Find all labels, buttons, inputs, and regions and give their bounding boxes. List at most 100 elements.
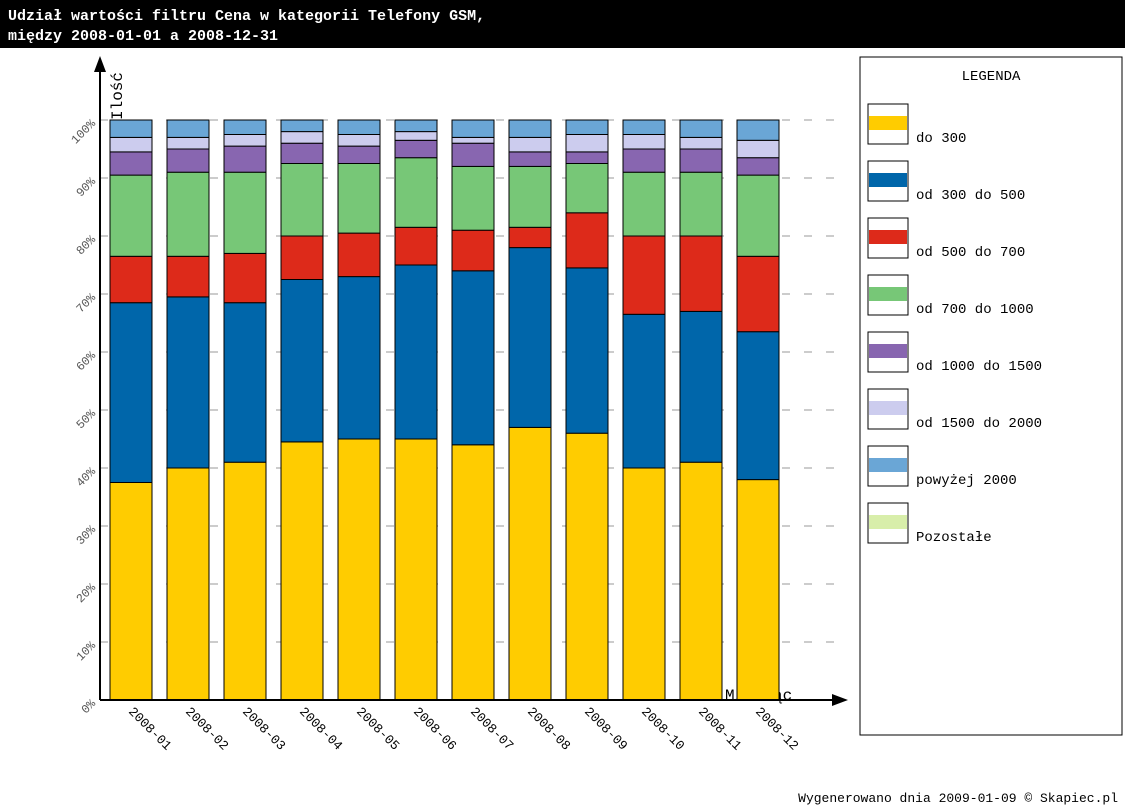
bar-segment	[679, 310, 723, 463]
bar-segment	[280, 119, 324, 133]
bar-segment	[109, 151, 153, 176]
bar-segment	[223, 119, 267, 135]
y-axis-arrow	[94, 56, 106, 72]
legend-label: Pozostałe	[916, 530, 992, 546]
x-tick-label: 2008-02	[182, 704, 231, 753]
x-tick-label: 2008-12	[752, 704, 801, 753]
bar-segment	[223, 171, 267, 254]
bar-segment	[166, 148, 210, 173]
legend-swatch-color	[869, 116, 907, 130]
bar-segment	[736, 479, 780, 701]
bar-segment	[508, 247, 552, 428]
bar-segment	[223, 461, 267, 701]
bar-segment	[736, 331, 780, 481]
bar-segment	[679, 148, 723, 173]
legend-label: od 300 do 500	[916, 188, 1025, 204]
y-tick-label: 40%	[74, 464, 100, 490]
bar-segment	[109, 482, 153, 701]
bar-segment	[451, 136, 495, 144]
x-axis-arrow	[832, 694, 848, 706]
bar-segment	[394, 157, 438, 228]
bar-segment	[451, 142, 495, 167]
y-tick-label: 60%	[74, 348, 100, 374]
bar-segment	[223, 145, 267, 173]
bar-segment	[565, 432, 609, 701]
bar-segment	[109, 302, 153, 484]
y-tick-label: 20%	[74, 580, 100, 606]
bar-segment	[508, 426, 552, 701]
bar-segment	[565, 119, 609, 135]
chart-title: między 2008-01-01 a 2008-12-31	[8, 28, 278, 45]
bar-segment	[565, 267, 609, 434]
bar-segment	[565, 163, 609, 214]
legend-title: LEGENDA	[962, 69, 1021, 85]
bar-segment	[109, 255, 153, 304]
bar-segment	[508, 151, 552, 167]
x-tick-label: 2008-07	[467, 704, 516, 753]
bar-segment	[337, 438, 381, 701]
bar-segment	[394, 119, 438, 133]
bar-segment	[337, 119, 381, 135]
y-tick-label: 50%	[74, 406, 100, 432]
x-tick-label: 2008-09	[581, 704, 630, 753]
x-tick-label: 2008-10	[638, 704, 687, 753]
legend-label: do 300	[916, 131, 966, 147]
chart-title: Udział wartości filtru Cena w kategorii …	[8, 8, 485, 25]
x-tick-label: 2008-05	[353, 704, 402, 753]
bar-segment	[679, 171, 723, 237]
bar-segment	[166, 296, 210, 469]
bar-segment	[394, 226, 438, 266]
legend-swatch-color	[869, 344, 907, 358]
bar-segment	[337, 232, 381, 278]
bar-segment	[679, 461, 723, 701]
bar-segment	[565, 151, 609, 164]
bar-segment	[565, 212, 609, 269]
bar-segment	[622, 235, 666, 315]
bar-segment	[679, 235, 723, 312]
bar-segment	[565, 134, 609, 153]
bar-segment	[166, 136, 210, 150]
bar-segment	[337, 276, 381, 440]
bar-segment	[736, 174, 780, 257]
bar-segment	[109, 119, 153, 138]
bar-segment	[736, 255, 780, 333]
bar-segment	[394, 139, 438, 159]
bar-segment	[223, 252, 267, 304]
y-tick-label: 0%	[79, 696, 100, 717]
x-tick-label: 2008-04	[296, 704, 345, 753]
bar-segment	[679, 136, 723, 150]
legend-swatch-color	[869, 230, 907, 244]
x-tick-label: 2008-06	[410, 704, 459, 753]
bar-segment	[394, 264, 438, 440]
bar-segment	[451, 119, 495, 138]
bar-segment	[451, 270, 495, 446]
bar-segment	[280, 279, 324, 443]
y-axis-label: Ilość	[109, 72, 127, 120]
legend-swatch-color	[869, 458, 907, 472]
legend-swatch-color	[869, 173, 907, 187]
bar-segment	[508, 136, 552, 153]
y-tick-label: 10%	[74, 638, 100, 664]
bar-segment	[223, 134, 267, 147]
legend-label: od 500 do 700	[916, 245, 1025, 261]
bar-segment	[166, 119, 210, 138]
bar-segment	[622, 171, 666, 237]
bar-segment	[280, 163, 324, 237]
bar-segment	[166, 171, 210, 257]
bar-segment	[451, 165, 495, 231]
bar-segment	[394, 438, 438, 701]
bar-segment	[622, 313, 666, 469]
legend-label: od 1000 do 1500	[916, 359, 1042, 375]
legend-label: od 700 do 1000	[916, 302, 1034, 318]
bar-segment	[622, 134, 666, 150]
bar-segment	[166, 255, 210, 298]
bar-segment	[337, 163, 381, 234]
y-tick-label: 100%	[69, 116, 100, 147]
x-tick-label: 2008-08	[524, 704, 573, 753]
bar-segment	[166, 467, 210, 701]
x-tick-label: 2008-11	[695, 704, 744, 753]
bar-segment	[451, 229, 495, 272]
bar-segment	[109, 136, 153, 153]
legend-swatch-color	[869, 401, 907, 415]
